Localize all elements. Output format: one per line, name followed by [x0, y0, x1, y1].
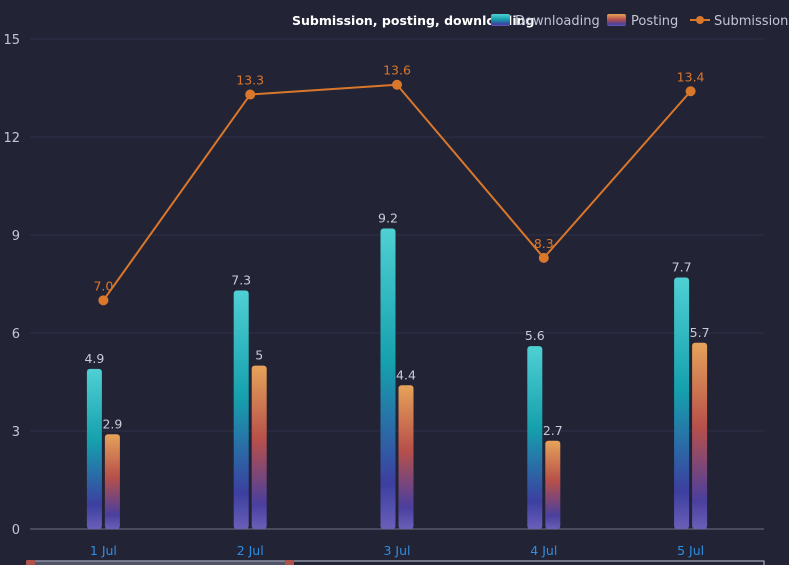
legend-item-submission[interactable]: Submission [690, 14, 788, 29]
y-tick-label: 12 [3, 131, 20, 146]
legend-label-downloading: Downloading [515, 14, 600, 29]
x-tick-label: 1 Jul [90, 543, 117, 558]
x-tick-label: 2 Jul [237, 543, 264, 558]
bar-downloading [527, 346, 543, 529]
y-tick-label: 3 [12, 425, 20, 440]
data-label-submission: 13.6 [383, 63, 411, 78]
data-label-downloading: 4.9 [84, 351, 104, 366]
data-label-posting: 2.9 [102, 416, 122, 431]
x-axis: 1 Jul 2 Jul 3 Jul 4 Jul 5 Jul [90, 543, 704, 558]
y-axis: 0 3 6 9 12 15 [3, 33, 20, 538]
data-label-posting: 2.7 [543, 423, 563, 438]
bar-downloading [674, 277, 690, 529]
legend-label-submission: Submission [714, 14, 788, 29]
bar-downloading [233, 290, 249, 529]
chart-title: Submission, posting, downloading [292, 13, 534, 28]
legend-item-downloading[interactable]: Downloading [491, 14, 600, 29]
legend-item-posting[interactable]: Posting [607, 14, 678, 29]
data-label-downloading: 5.6 [525, 328, 545, 343]
line-series [98, 79, 696, 306]
data-zoom-selection[interactable] [30, 561, 290, 565]
bar-posting [104, 434, 120, 529]
y-tick-label: 0 [12, 523, 20, 538]
data-zoom-slider[interactable] [26, 560, 765, 565]
x-tick-label: 3 Jul [383, 543, 410, 558]
legend-swatch-posting [607, 14, 626, 26]
legend-label-posting: Posting [631, 14, 678, 29]
data-label-downloading: 7.3 [231, 273, 251, 288]
point-submission [538, 252, 549, 263]
line-submission [102, 83, 692, 301]
point-submission [98, 295, 109, 306]
grid-lines [30, 38, 764, 432]
y-tick-label: 15 [3, 33, 20, 48]
x-tick-label: 4 Jul [530, 543, 557, 558]
data-label-submission: 13.3 [236, 73, 264, 88]
data-label-downloading: 7.7 [672, 259, 692, 274]
data-label-submission: 7.0 [93, 278, 113, 293]
y-tick-label: 6 [12, 327, 20, 342]
bar-series [86, 228, 708, 529]
bar-downloading [86, 368, 102, 529]
x-tick-label: 5 Jul [677, 543, 704, 558]
y-tick-label: 9 [12, 229, 20, 244]
legend[interactable]: Downloading Posting Submission [491, 14, 788, 29]
data-label-posting: 4.4 [396, 367, 416, 382]
data-labels: 4.9 7.3 9.2 5.6 7.7 2.9 5 4.4 2.7 5.7 7.0 13.3 13.6 8… [84, 63, 709, 438]
bar-downloading [380, 228, 396, 529]
data-zoom-handle-right[interactable] [285, 560, 294, 565]
data-zoom-handle-left[interactable] [26, 560, 35, 565]
bar-posting [692, 342, 708, 529]
legend-marker-submission [696, 16, 704, 24]
data-label-posting: 5 [255, 348, 263, 363]
point-submission [392, 79, 402, 90]
data-label-downloading: 9.2 [378, 210, 398, 225]
bar-posting [398, 385, 414, 529]
legend-swatch-downloading [491, 14, 510, 26]
bar-posting [545, 440, 561, 529]
data-label-submission: 13.4 [677, 69, 705, 84]
bar-posting [251, 365, 267, 529]
point-submission [245, 89, 256, 100]
data-label-submission: 8.3 [534, 236, 554, 251]
data-zoom-track[interactable] [29, 560, 765, 565]
point-submission [685, 86, 696, 97]
data-label-posting: 5.7 [690, 325, 710, 340]
